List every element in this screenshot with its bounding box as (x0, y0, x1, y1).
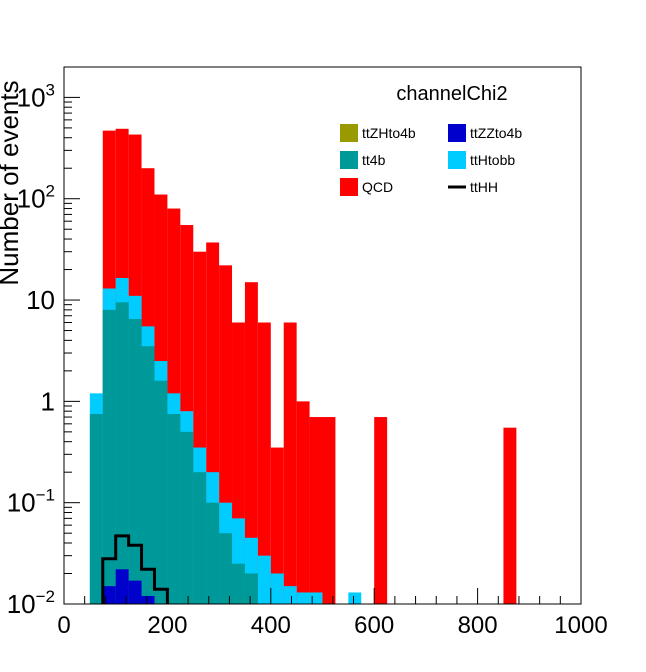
x-tick-label: 400 (251, 612, 291, 639)
bar-tt4b (193, 472, 207, 604)
bar-QCD (503, 427, 517, 604)
chart-title: channelChi2 (396, 83, 507, 105)
bar-ttHtobb (283, 586, 297, 604)
bar-tt4b (115, 302, 129, 604)
legend-swatch-QCD (340, 178, 358, 196)
bar-ttHtobb (296, 592, 323, 604)
y-tick-label: 10−2 (7, 587, 55, 619)
legend-swatch-tt4b (340, 151, 358, 169)
y-tick-label: 103 (17, 80, 55, 112)
bar-QCD (257, 322, 271, 604)
bar-ttZZto4b (115, 569, 129, 604)
bar-QCD (270, 447, 284, 604)
bar-tt4b (232, 563, 245, 604)
bar-QCD (374, 417, 388, 604)
legend-label: ttZZto4b (470, 125, 522, 141)
bar-QCD (309, 417, 323, 604)
y-tick-labels: 10−2 10−1 1 10 102 103 (7, 80, 55, 619)
bar-QCD (244, 282, 258, 604)
bar-tt4b (167, 414, 181, 604)
x-tick-label: 200 (147, 612, 187, 639)
bar-tt4b (141, 346, 155, 604)
bar-ttZZto4b (128, 580, 142, 604)
bar-ttHtobb (348, 592, 362, 604)
y-tick-label: 1 (41, 386, 55, 416)
x-tick-label: 800 (458, 612, 498, 639)
legend-swatch-ttZZto4b (448, 124, 466, 142)
bar-ttZZto4b (102, 586, 116, 604)
legend-label: tt4b (362, 152, 386, 168)
legend: ttZHto4b ttZZto4b tt4b ttHtobb QCD ttHH (340, 124, 522, 196)
legend-label: ttZHto4b (362, 125, 416, 141)
legend-swatch-ttHtobb (448, 151, 466, 169)
y-tick-label: 10−1 (7, 486, 55, 518)
bar-ttHtobb (270, 573, 284, 604)
bar-tt4b (244, 573, 258, 604)
x-tick-label: 0 (57, 612, 70, 639)
ttHH-step-line (101, 534, 169, 604)
x-tick-label: 600 (354, 612, 394, 639)
y-tick-label: 10 (26, 285, 55, 315)
bar-tt4b (206, 502, 220, 604)
bar-QCD (322, 417, 336, 604)
ttHH-outline (101, 534, 169, 604)
bar-ttHtobb (257, 555, 271, 604)
axis-ticks (63, 96, 582, 605)
histogram-bars (89, 128, 517, 605)
legend-label: ttHtobb (470, 152, 515, 168)
y-axis-label: Number of events (0, 80, 24, 285)
x-tick-labels: 0 200 400 600 800 1000 (57, 612, 607, 639)
bar-tt4b (128, 318, 142, 604)
legend-label: ttHH (470, 179, 498, 195)
bar-tt4b (89, 414, 103, 604)
y-tick-label: 102 (17, 182, 55, 214)
bar-tt4b (102, 309, 116, 604)
bar-tt4b (154, 380, 168, 604)
legend-swatch-ttZHto4b (340, 124, 358, 142)
legend-label: QCD (362, 179, 393, 195)
bar-QCD (283, 322, 297, 604)
bar-tt4b (180, 431, 194, 604)
bar-ttZZto4b (141, 595, 155, 604)
x-tick-label: 1000 (554, 612, 607, 639)
bar-tt4b (219, 533, 233, 604)
plot-frame (63, 66, 582, 605)
bar-QCD (296, 401, 310, 604)
